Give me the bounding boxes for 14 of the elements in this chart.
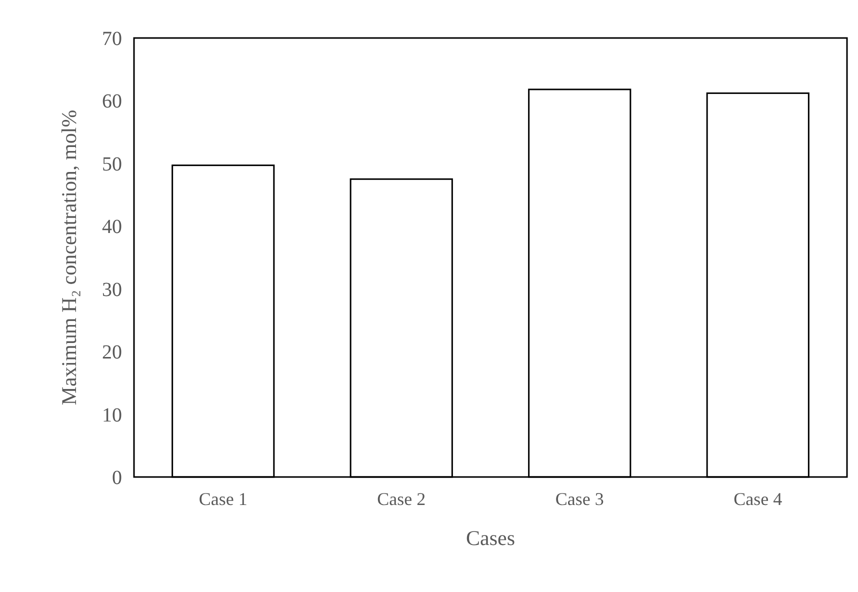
y-tick-label: 0 <box>112 467 122 489</box>
y-tick-label: 40 <box>102 216 122 238</box>
x-tick-label: Case 1 <box>198 489 248 509</box>
y-tick-label: 30 <box>102 278 122 301</box>
y-tick-label: 60 <box>102 90 122 113</box>
y-tick-label: 50 <box>102 153 122 176</box>
y-axis-title: Maximum H₂ concentration, mol% <box>57 110 81 406</box>
y-tick-label: 70 <box>102 28 122 50</box>
x-tick-label: Case 4 <box>734 489 782 509</box>
y-tick-label: 20 <box>102 342 122 364</box>
x-axis-title: Cases <box>466 526 515 550</box>
y-tick-label: 10 <box>102 404 122 426</box>
x-tick-label: Case 2 <box>377 489 426 509</box>
x-tick-label: Case 3 <box>555 489 604 509</box>
